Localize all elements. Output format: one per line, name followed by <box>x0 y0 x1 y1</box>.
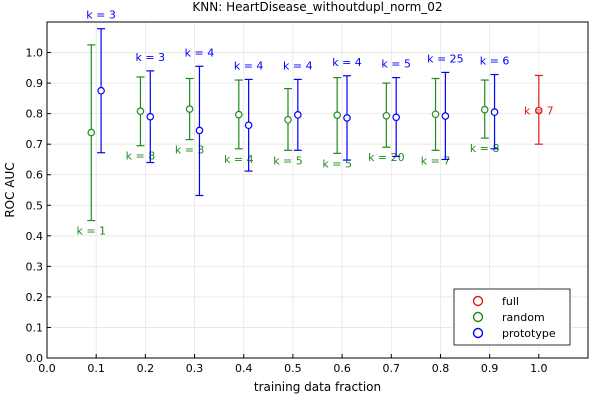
k-label: k = 3 <box>175 144 205 157</box>
k-label: k = 5 <box>273 154 303 167</box>
legend-marker-random <box>472 311 484 323</box>
data-point <box>146 112 155 121</box>
data-point <box>284 115 292 124</box>
legend-label-prototype: prototype <box>502 327 556 340</box>
x-tick-label: 0.6 <box>333 362 351 375</box>
data-point <box>441 112 450 120</box>
k-label: k = 4 <box>332 56 362 69</box>
y-tick-label: 0.3 <box>26 260 44 273</box>
k-label: k = 25 <box>427 52 464 65</box>
data-point <box>535 106 543 115</box>
x-tick-label: 0.0 <box>38 362 56 375</box>
data-point <box>431 110 440 119</box>
data-point <box>136 107 145 115</box>
k-label: k = 7 <box>421 154 451 167</box>
k-label: k = 4 <box>234 59 264 72</box>
y-tick-label: 0.6 <box>26 169 44 182</box>
x-tick-label: 0.2 <box>137 362 155 375</box>
x-tick-label: 0.9 <box>481 362 499 375</box>
y-tick-label: 0.9 <box>26 77 44 90</box>
data-point <box>87 128 96 137</box>
y-tick-label: 0.2 <box>26 291 44 304</box>
x-tick-label: 0.7 <box>383 362 401 375</box>
tick-layer: 0.0 0.1 0.2 0.3 0.4 0.5 0.6 0.7 0.8 0.9 1.0 0.0 0.1 0… <box>26 47 548 375</box>
k-label: k = 6 <box>480 55 510 68</box>
k-label: k = 5 <box>381 58 411 71</box>
legend: full random prototype <box>453 288 571 346</box>
legend-label-full: full <box>502 295 519 308</box>
k-label: k = 8 <box>126 150 156 163</box>
data-point <box>244 121 253 130</box>
x-tick-label: 0.8 <box>432 362 450 375</box>
y-axis-label: ROC AUC <box>3 162 17 217</box>
k-label: k = 4 <box>185 46 215 59</box>
x-tick-label: 1.0 <box>530 362 548 375</box>
chart-title: KNN: HeartDisease_withoutdupl_norm_02 <box>192 0 442 14</box>
data-point <box>480 105 489 114</box>
x-tick-label: 0.1 <box>87 362 105 375</box>
data-point <box>195 126 204 135</box>
data-layer: k = 7 k = 1 k = 8 k = 3 k = 4 k = 5 k = 5 k = 2… <box>76 9 553 238</box>
data-point <box>97 86 105 95</box>
y-tick-label: 0.1 <box>26 321 44 334</box>
y-tick-label: 0.5 <box>26 199 44 212</box>
data-point <box>235 110 243 119</box>
series-full: k = 7 <box>524 74 554 145</box>
x-tick-label: 0.3 <box>186 362 204 375</box>
data-point <box>294 111 302 119</box>
data-point <box>392 113 400 122</box>
k-label: k = 1 <box>76 225 106 238</box>
k-label: k = 7 <box>524 105 554 118</box>
x-axis-label: training data fraction <box>254 380 381 394</box>
k-label: k = 4 <box>224 153 254 166</box>
x-tick-label: 0.4 <box>235 362 253 375</box>
data-point <box>343 114 351 122</box>
k-label: k = 4 <box>283 59 313 72</box>
legend-label-random: random <box>502 311 545 324</box>
k-label: k = 20 <box>368 151 405 164</box>
y-tick-label: 1.0 <box>26 47 44 60</box>
y-tick-label: 0.7 <box>26 138 44 151</box>
legend-marker-full <box>472 295 484 307</box>
k-label: k = 8 <box>470 142 500 155</box>
series-random: k = 1 k = 8 k = 3 k = 4 k = 5 k = 5 k = 20 k = … <box>76 44 500 238</box>
k-label: k = 3 <box>86 9 116 22</box>
legend-marker-prototype <box>472 327 484 339</box>
x-tick-label: 0.5 <box>284 362 302 375</box>
plot-frame <box>46 21 589 359</box>
y-tick-label: 0.0 <box>26 352 44 365</box>
data-point <box>490 108 499 116</box>
y-tick-label: 0.4 <box>26 230 44 243</box>
series-prototype: k = 3 k = 3 k = 4 k = 4 k = 4 k = 4 k = 5 k = 2… <box>86 9 510 197</box>
data-point <box>333 111 341 119</box>
data-point <box>382 111 391 120</box>
y-tick-label: 0.8 <box>26 108 44 121</box>
k-label: k = 3 <box>135 51 165 64</box>
data-point <box>185 105 194 113</box>
